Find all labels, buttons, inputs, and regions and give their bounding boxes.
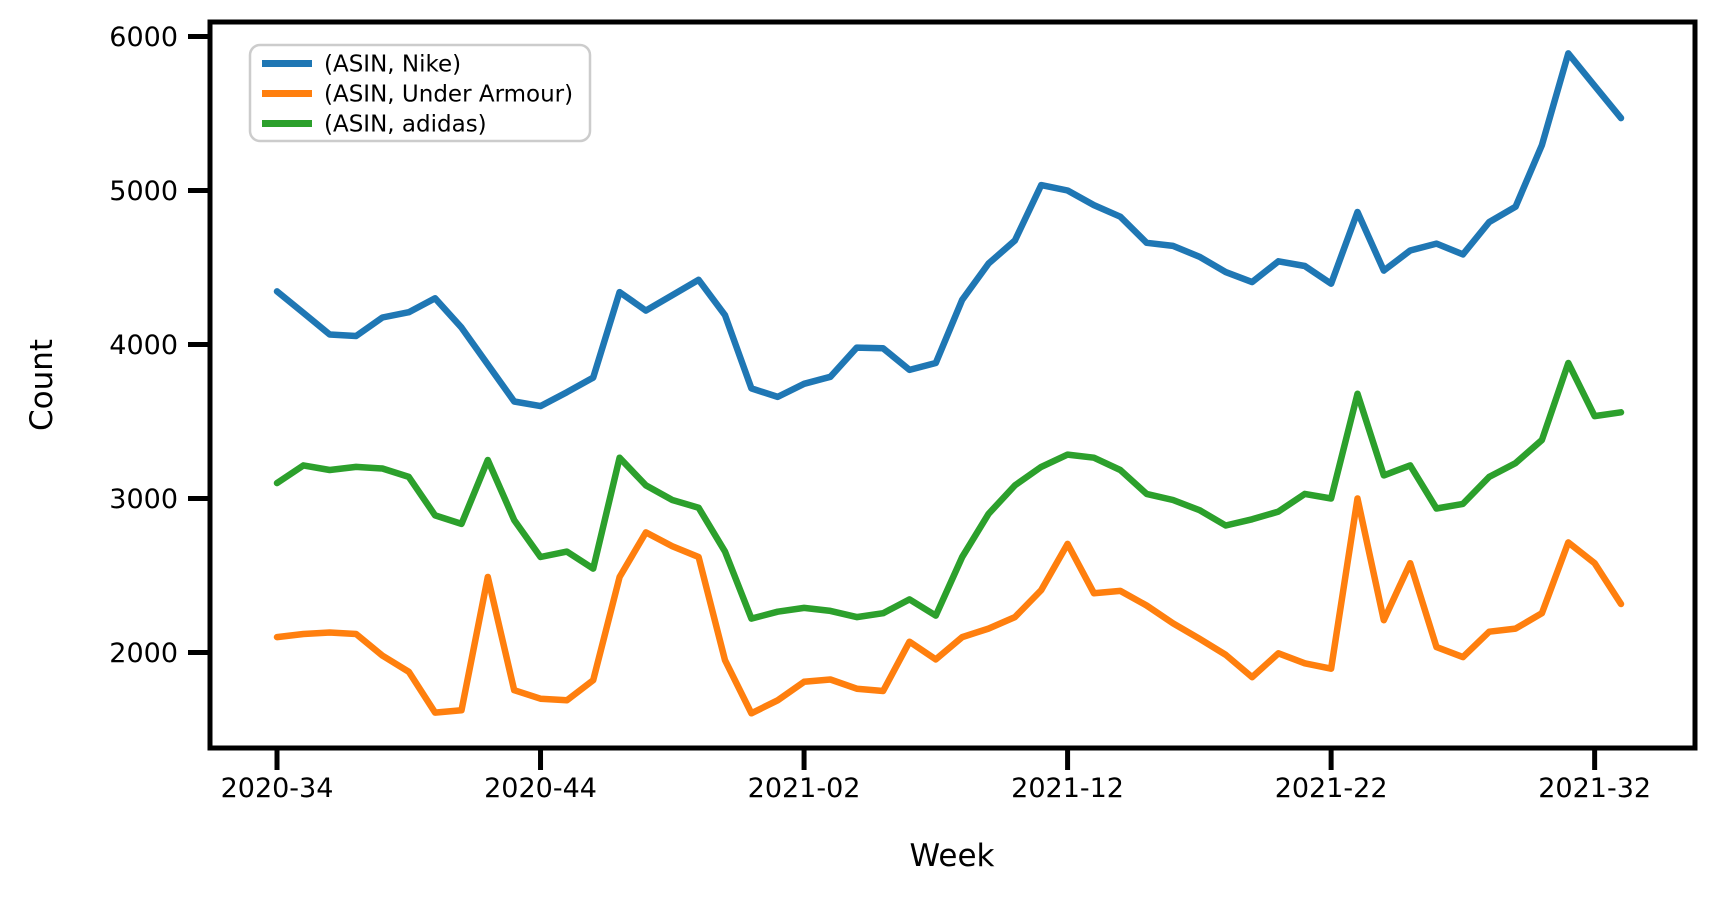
x-tick-label: 2021-22 (1275, 773, 1388, 804)
legend-entry-label: (ASIN, Nike) (324, 52, 461, 78)
x-tick-label: 2020-34 (221, 773, 334, 804)
y-tick-label: 3000 (109, 484, 178, 515)
legend-entry-label: (ASIN, Under Armour) (324, 82, 573, 108)
legend-box (248, 43, 592, 143)
x-axis-label: Week (910, 838, 995, 874)
series-line-nike (273, 50, 1625, 410)
legend: (ASIN, Nike) (ASIN, Under Armour) (ASIN, a… (248, 43, 592, 143)
x-tick-label: 2021-02 (748, 773, 861, 804)
y-tick-label: 2000 (109, 638, 178, 669)
x-tick-label: 2020-44 (484, 773, 597, 804)
series-lines (273, 50, 1625, 717)
plot-area (210, 22, 1695, 748)
y-axis-label: Count (24, 339, 60, 431)
series-line-adidas (273, 359, 1625, 622)
plot-border (207, 19, 1698, 751)
x-tick-label: 2021-32 (1538, 773, 1651, 804)
series-line-under-armour (273, 495, 1625, 717)
y-tick-label: 5000 (109, 176, 178, 207)
axis-ticks: 2000 3000 4000 5000 6000 2020-34 2020-44 2021-0… (109, 22, 1651, 804)
x-tick-label: 2021-12 (1011, 773, 1124, 804)
y-tick-label: 6000 (109, 22, 178, 53)
y-tick-label: 4000 (109, 330, 178, 361)
legend-entry-label: (ASIN, adidas) (324, 112, 487, 138)
